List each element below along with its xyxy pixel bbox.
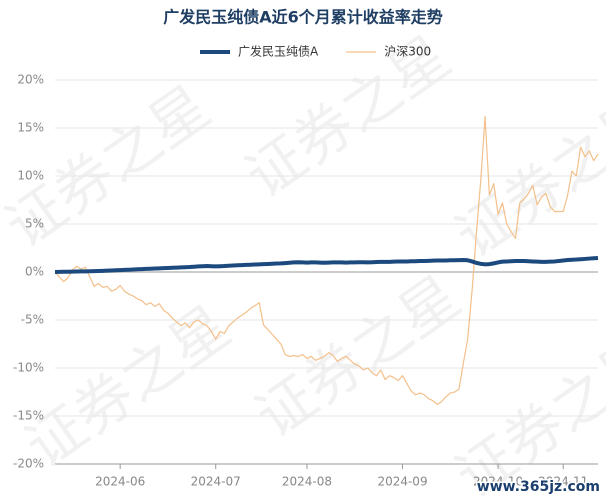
legend-label: 广发民玉纯债A xyxy=(238,44,319,59)
y-tick-label: 10% xyxy=(17,169,44,183)
source-mark: www.365jz.com xyxy=(477,479,600,495)
series-line xyxy=(54,115,599,406)
y-tick-label: 15% xyxy=(17,121,44,135)
y-tick-label: 20% xyxy=(17,73,44,87)
watermark: 证券之星 xyxy=(443,322,606,500)
y-tick-label: 5% xyxy=(25,217,44,231)
x-tick-label: 2024-11 xyxy=(538,475,588,489)
watermark: 证券之星 xyxy=(0,72,222,261)
x-tick-label: 2024-07 xyxy=(191,475,241,489)
chart-title: 广发民玉纯债A近6个月累计收益率走势 xyxy=(163,8,443,27)
x-tick-label: 2024-10 xyxy=(473,475,523,489)
watermark: 证券之星 xyxy=(13,292,242,481)
x-tick-label: 2024-06 xyxy=(95,475,145,489)
x-tick-label: 2024-08 xyxy=(282,475,332,489)
y-tick-label: -15% xyxy=(13,409,44,423)
series-line xyxy=(54,255,599,274)
legend-label: 沪深300 xyxy=(384,45,431,59)
x-tick-label: 2024-09 xyxy=(377,475,427,489)
y-tick-label: -20% xyxy=(13,457,44,471)
watermark: 证券之星 xyxy=(243,262,472,451)
y-tick-label: -10% xyxy=(13,361,44,375)
y-tick-label: 0% xyxy=(25,265,44,279)
y-tick-label: -5% xyxy=(21,313,44,327)
watermark: 证券之星 xyxy=(443,82,606,271)
